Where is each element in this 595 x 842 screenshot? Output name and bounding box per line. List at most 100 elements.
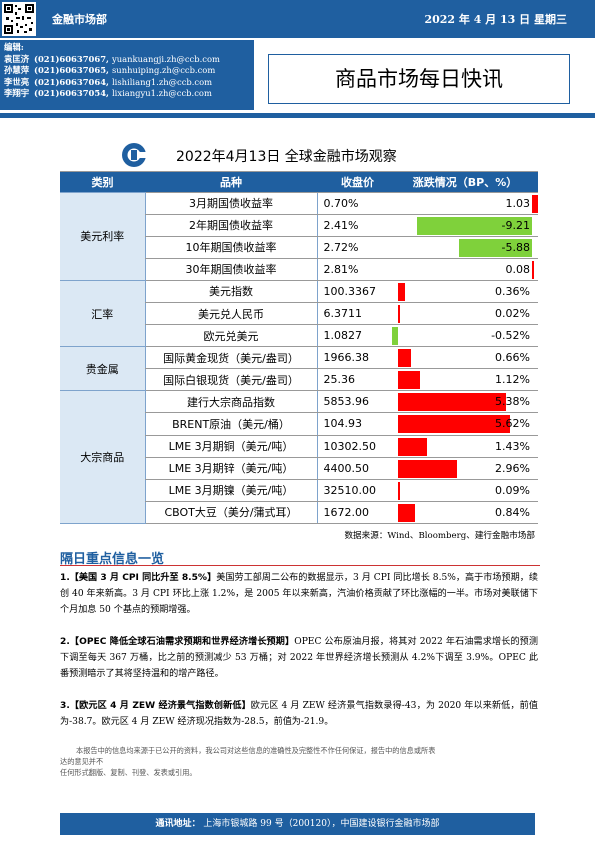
table-row: 2年期国债收益率 2.41% -9.21 bbox=[60, 214, 538, 237]
close-cell: 25.36 bbox=[316, 368, 392, 392]
instrument-cell: LME 3月期镍（美元/吨） bbox=[144, 479, 317, 502]
footer-address: 上海市银城路 99 号（200120），中国建设银行金融市场部 bbox=[203, 819, 440, 829]
table-row: 欧元兑美元 1.0827 -0.52% bbox=[60, 324, 538, 348]
news-body: 美国劳工部周二公布的数据显示，3 月 CPI 同比增长 8.5%，高于市场预期，… bbox=[60, 573, 539, 615]
close-cell: 10302.50 bbox=[316, 435, 392, 458]
change-cell: 5.62% bbox=[392, 412, 538, 436]
instrument-cell: BRENT原油（美元/桶） bbox=[144, 412, 317, 436]
close-cell: 5853.96 bbox=[316, 390, 392, 414]
editor-name: 李世亮 bbox=[4, 76, 30, 87]
qr-code-icon bbox=[2, 2, 36, 36]
editor-row: 李翔宇 (021)60637054, lixiangyu1.zh@ccb.com bbox=[4, 88, 254, 100]
change-value: 0.02% bbox=[495, 306, 530, 320]
category-cell: 汇率 bbox=[60, 280, 145, 348]
footer-label: 通讯地址： bbox=[155, 819, 201, 829]
close-cell: 100.3367 bbox=[316, 280, 392, 303]
news-item: 1.【美国 3 月 CPI 同比升至 8.5%】美国劳工部周二公布的数据显示，3… bbox=[60, 571, 538, 618]
table-title: 2022年4月13日 全球金融市场观察 bbox=[176, 149, 397, 165]
editor-row: 袁匡济 (021)60637067, yuankuangji.zh@ccb.com bbox=[4, 54, 254, 66]
close-cell: 1.0827 bbox=[316, 324, 392, 348]
instrument-cell: 10年期国债收益率 bbox=[144, 236, 317, 259]
instrument-cell: 美元指数 bbox=[144, 280, 317, 303]
editor-email[interactable]: lixiangyu1.zh@ccb.com bbox=[112, 88, 212, 99]
close-cell: 0.70% bbox=[316, 192, 392, 215]
change-value: 0.09% bbox=[495, 483, 530, 497]
editor-email[interactable]: yuankuangji.zh@ccb.com bbox=[112, 53, 220, 64]
change-value: 2.96% bbox=[495, 461, 530, 475]
table-row: 美元兑人民币 6.3711 0.02% bbox=[60, 302, 538, 326]
instrument-cell: 欧元兑美元 bbox=[144, 324, 317, 348]
instrument-cell: CBOT大豆（美分/蒲式耳） bbox=[144, 501, 317, 524]
table-row: LME 3月期铜（美元/吨） 10302.50 1.43% bbox=[60, 435, 538, 458]
editor-phone: (021)60637065, bbox=[34, 65, 109, 76]
table-row: 国际白银现货（美元/盎司） 25.36 1.12% bbox=[60, 368, 538, 392]
change-bar-positive bbox=[398, 415, 511, 434]
category-cell: 美元利率 bbox=[60, 192, 145, 281]
market-table: 类别 品种 收盘价 涨跌情况（BP、%） 美元利率 3月期国债收益率 0.70% 1.… bbox=[60, 172, 538, 524]
footer-bar: 通讯地址： 上海市银城路 99 号（200120），中国建设银行金融市场部 bbox=[60, 813, 535, 835]
header-close: 收盘价 bbox=[317, 172, 392, 193]
divider-bar bbox=[0, 113, 595, 118]
change-cell: 0.36% bbox=[392, 280, 538, 303]
editor-email[interactable]: sunhuiping.zh@ccb.com bbox=[112, 65, 216, 76]
instrument-cell: 30年期国债收益率 bbox=[144, 258, 317, 281]
table-row: CBOT大豆（美分/蒲式耳） 1672.00 0.84% bbox=[60, 501, 538, 524]
table-row: 美元利率 3月期国债收益率 0.70% 1.03 bbox=[60, 192, 538, 281]
change-cell: -9.21 bbox=[392, 214, 538, 237]
instrument-cell: 建行大宗商品指数 bbox=[144, 390, 317, 414]
instrument-cell: 国际黄金现货（美元/盎司） bbox=[144, 346, 317, 370]
header-change: 涨跌情况（BP、%） bbox=[392, 172, 538, 193]
change-cell: 0.66% bbox=[392, 346, 538, 370]
disclaimer: 本报告中的信息均来源于已公开的资料，我公司对这些信息的准确性及完整性不作任何保证… bbox=[60, 745, 538, 778]
news-item: 2.【OPEC 降低全球石油需求预期和世界经济增长预期】OPEC 公布原油月报，… bbox=[60, 635, 538, 682]
change-cell: 0.02% bbox=[392, 302, 538, 326]
change-value: -5.88 bbox=[501, 240, 530, 254]
disclaimer-line: 本报告中的信息均来源于已公开的资料，我公司对这些信息的准确性及完整性不作任何保证… bbox=[76, 746, 436, 755]
close-cell: 32510.00 bbox=[316, 479, 392, 502]
instrument-cell: 3月期国债收益率 bbox=[144, 192, 317, 215]
change-cell: 1.03 bbox=[392, 192, 538, 215]
change-bar-positive bbox=[532, 194, 538, 213]
instrument-cell: LME 3月期铜（美元/吨） bbox=[144, 435, 317, 458]
change-value: 1.03 bbox=[505, 196, 531, 210]
change-bar-positive bbox=[398, 393, 506, 412]
editor-phone: (021)60637064, bbox=[34, 76, 109, 87]
change-value: 0.36% bbox=[495, 284, 530, 298]
instrument-cell: 国际白银现货（美元/盎司） bbox=[144, 368, 317, 392]
news-body: OPEC 公布原油月报，将其对 2022 年石油需求增长的预测下调至每天 367… bbox=[60, 637, 538, 679]
change-bar-positive bbox=[398, 459, 458, 478]
table-row: 贵金属 国际黄金现货（美元/盎司） 1966.38 0.66% bbox=[60, 346, 538, 392]
change-bar-positive bbox=[398, 481, 400, 500]
instrument-cell: LME 3月期锌（美元/吨） bbox=[144, 457, 317, 480]
editor-name: 李翔宇 bbox=[4, 88, 30, 99]
header-category: 类别 bbox=[60, 172, 145, 193]
report-title-box: 商品市场每日快讯 bbox=[268, 54, 570, 104]
change-cell: 5.38% bbox=[392, 390, 538, 414]
change-bar-positive bbox=[398, 371, 421, 390]
editor-email[interactable]: lishiliang1.zh@ccb.com bbox=[112, 76, 213, 87]
table-row: 大宗商品 建行大宗商品指数 5853.96 5.38% bbox=[60, 390, 538, 524]
change-cell: 0.09% bbox=[392, 479, 538, 502]
change-cell: 1.43% bbox=[392, 435, 538, 458]
instrument-cell: 美元兑人民币 bbox=[144, 302, 317, 326]
close-cell: 1672.00 bbox=[316, 501, 392, 524]
change-cell: -5.88 bbox=[392, 236, 538, 259]
change-value: 1.12% bbox=[495, 373, 530, 387]
change-cell: 0.08 bbox=[392, 258, 538, 281]
editor-name: 孙慧萍 bbox=[4, 65, 30, 76]
section-title: 隔日重点信息一览 bbox=[60, 552, 165, 567]
change-cell: 0.84% bbox=[392, 501, 538, 524]
news-body: 欧元区 4 月 ZEW 经济景气指数录得-43，为 2020 年以来新低，前值为… bbox=[60, 701, 538, 727]
change-value: 0.08 bbox=[505, 262, 531, 276]
editor-phone: (021)60637067, bbox=[34, 53, 109, 64]
table-row: LME 3月期锌（美元/吨） 4400.50 2.96% bbox=[60, 457, 538, 480]
change-value: -9.21 bbox=[501, 218, 530, 232]
change-cell: 1.12% bbox=[392, 368, 538, 392]
disclaimer-line: 达的意见并不 bbox=[60, 757, 104, 766]
department-name: 金融市场部 bbox=[52, 13, 107, 26]
news-item: 3.【欧元区 4 月 ZEW 经济景气指数创新低】欧元区 4 月 ZEW 经济景… bbox=[60, 699, 538, 731]
change-bar-positive bbox=[398, 503, 415, 522]
table-header-row: 类别 品种 收盘价 涨跌情况（BP、%） bbox=[60, 172, 538, 193]
close-cell: 6.3711 bbox=[316, 302, 392, 326]
header-instrument: 品种 bbox=[145, 172, 317, 193]
